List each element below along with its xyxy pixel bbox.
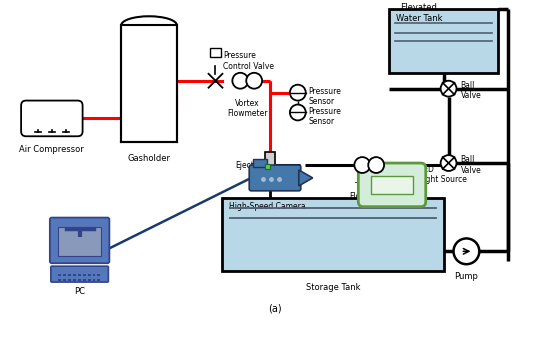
Text: Ejector: Ejector [235, 161, 262, 170]
Bar [73, 274, 76, 276]
Bar [63, 279, 66, 281]
Text: Pressure
Sensor: Pressure Sensor [309, 87, 342, 106]
Bar [87, 274, 91, 276]
Bar [121, 25, 177, 142]
Bar [92, 274, 96, 276]
FancyBboxPatch shape [50, 218, 109, 263]
Text: Pressure
Sensor: Pressure Sensor [309, 107, 342, 126]
Bar [78, 274, 81, 276]
Bar [210, 48, 222, 57]
Bar [68, 279, 71, 281]
Text: LED
Light Source: LED Light Source [419, 165, 467, 185]
Text: Ball
Valve: Ball Valve [460, 81, 481, 100]
Bar [58, 274, 61, 276]
Bar [82, 279, 86, 281]
Text: Ball
Valve: Ball Valve [460, 155, 481, 175]
Text: PC: PC [74, 287, 85, 296]
Circle shape [290, 85, 306, 101]
Bar [87, 279, 91, 281]
Bar [82, 274, 86, 276]
Bar [253, 159, 267, 167]
FancyBboxPatch shape [358, 163, 426, 207]
Circle shape [454, 238, 479, 264]
Bar [73, 279, 76, 281]
Circle shape [354, 157, 370, 173]
Bar [58, 226, 101, 256]
Text: Pressure
Control Valve: Pressure Control Valve [223, 51, 274, 71]
FancyBboxPatch shape [51, 266, 108, 282]
Text: Vortex
Flowmeter: Vortex Flowmeter [227, 99, 267, 118]
Text: Storage Tank: Storage Tank [306, 283, 360, 292]
Bar [78, 279, 81, 281]
Bar [97, 279, 101, 281]
Text: High-Speed Camera: High-Speed Camera [229, 202, 305, 211]
Text: Gasholder: Gasholder [128, 154, 170, 163]
Circle shape [246, 73, 262, 89]
Text: Air Compressor: Air Compressor [19, 145, 84, 154]
FancyBboxPatch shape [21, 101, 82, 136]
Circle shape [441, 155, 456, 171]
Circle shape [368, 157, 384, 173]
FancyBboxPatch shape [249, 165, 301, 191]
Polygon shape [299, 170, 313, 186]
Text: Turbine
Flowmetre: Turbine Flowmetre [349, 182, 389, 201]
Bar [371, 176, 413, 194]
Bar [265, 164, 270, 169]
Text: (a): (a) [268, 304, 282, 314]
Bar [63, 274, 66, 276]
Bar [222, 198, 444, 271]
Text: Elevated
Water Tank: Elevated Water Tank [395, 3, 442, 23]
Circle shape [441, 81, 456, 97]
Bar [92, 279, 96, 281]
Circle shape [290, 104, 306, 120]
Bar [97, 274, 101, 276]
Bar [58, 279, 61, 281]
Text: Pump: Pump [454, 272, 478, 281]
Circle shape [232, 73, 248, 89]
Bar [68, 274, 71, 276]
Bar [389, 9, 498, 73]
Bar [265, 152, 275, 178]
